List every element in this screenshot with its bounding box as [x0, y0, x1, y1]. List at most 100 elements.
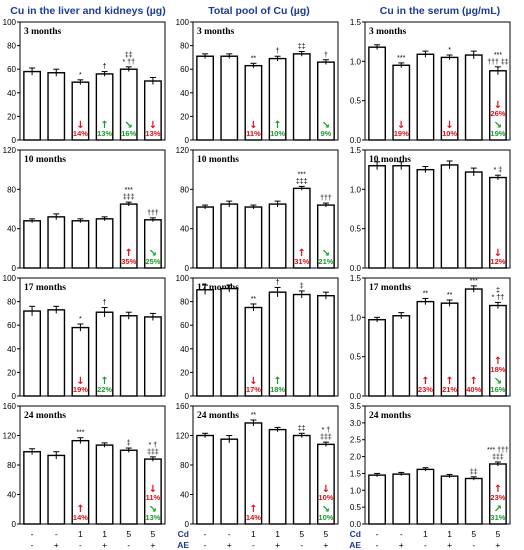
significance-marker: **: [251, 55, 257, 62]
y-tick-label: 100: [3, 18, 17, 27]
significance-marker: ***: [494, 52, 502, 59]
bar: [392, 473, 411, 525]
significance-marker: †††: [147, 210, 159, 217]
y-tick-label: 40: [7, 491, 16, 500]
change-arrow-icon: ↓: [249, 376, 257, 387]
panel-label: 3 months: [24, 27, 62, 37]
x-category-value: +: [102, 540, 107, 550]
panel-c2-r3: 0.00.51.01.52.02.53.03.524 months‡‡‡‡‡**…: [350, 402, 511, 529]
bar: [292, 293, 311, 397]
panel-label: 10 months: [197, 155, 239, 165]
x-category-value: +: [447, 540, 452, 550]
y-tick-label: 80: [7, 298, 16, 307]
y-tick-label: 1.0: [350, 486, 362, 495]
panel-label: 3 months: [197, 27, 235, 37]
bar: [143, 316, 162, 397]
change-percent: 17%: [246, 385, 261, 394]
x-row-name: AE: [177, 540, 189, 550]
change-arrow-icon: ↓: [397, 120, 405, 131]
x-category-value: 1: [78, 529, 83, 539]
bar: [95, 218, 114, 269]
change-arrow-icon: ↑: [298, 248, 306, 259]
y-tick-label: 0: [12, 264, 17, 273]
panel-label: 17 months: [24, 283, 66, 293]
y-tick-label: 20: [7, 368, 16, 377]
bar: [47, 216, 66, 269]
y-tick-label: 0.5: [350, 503, 362, 512]
plot-frame: [364, 149, 511, 269]
significance-marker: *: [79, 72, 82, 79]
y-tick-label: 40: [180, 225, 189, 234]
plot-frame: [364, 21, 511, 141]
y-tick-label: 100: [176, 274, 190, 283]
significance-marker: * ††: [123, 59, 136, 66]
y-tick-label: 2.5: [350, 436, 362, 445]
change-percent: 26%: [490, 109, 505, 118]
significance-marker: ‡‡: [470, 469, 478, 476]
x-category-value: +: [323, 540, 328, 550]
significance-marker: * †: [149, 442, 158, 449]
y-tick-label: 120: [176, 432, 190, 441]
y-tick-label: 60: [7, 321, 16, 330]
bar: [368, 165, 387, 269]
change-percent: 21%: [318, 257, 333, 266]
plot-frame: [192, 277, 339, 397]
significance-marker: ‡‡‡: [296, 178, 308, 185]
change-percent: 9%: [320, 129, 331, 138]
panel-c2-r0: 0.00.51.01.53 months****††† ‡‡***19%↓10%…: [350, 18, 511, 145]
change-arrow-icon: ↑: [273, 120, 281, 131]
x-category-value: 1: [251, 529, 256, 539]
panel-label: 17 months: [197, 283, 239, 293]
x-category-value: -: [376, 529, 379, 539]
significance-marker: ‡‡‡: [123, 194, 135, 201]
bar: [244, 206, 263, 269]
significance-marker: †††: [320, 195, 332, 202]
y-tick-label: 80: [7, 42, 16, 51]
significance-marker: ***: [298, 171, 306, 178]
bar: [440, 475, 459, 525]
bar: [392, 315, 411, 397]
panel-c0-r1: 0 40 80 120 10 months ‡‡‡*** ††† 35%↑ 25%↘: [3, 146, 166, 273]
y-tick-label: 80: [180, 298, 189, 307]
panel-label: 24 months: [369, 411, 411, 421]
significance-marker: ‡‡‡: [320, 434, 332, 441]
significance-marker: *: [448, 47, 451, 54]
bar: [416, 468, 435, 525]
change-percent: 19%: [394, 129, 409, 138]
y-tick-label: 60: [180, 65, 189, 74]
y-tick-label: 1.0: [350, 185, 362, 194]
change-percent: 40%: [466, 385, 481, 394]
bar: [220, 203, 239, 269]
y-tick-label: 1.0: [350, 57, 362, 66]
y-tick-label: 40: [180, 89, 189, 98]
change-percent: 16%: [490, 385, 505, 394]
x-category-value: -: [204, 529, 207, 539]
plot-frame: [364, 277, 511, 397]
y-tick-label: 0: [185, 136, 190, 145]
y-tick-label: 0.0: [350, 136, 362, 145]
bar: [392, 165, 411, 269]
panel-label: 24 months: [24, 411, 66, 421]
x-category-value: -: [228, 529, 231, 539]
y-tick-label: 80: [180, 185, 189, 194]
plot-frame: [19, 277, 166, 397]
y-tick-label: 2.0: [350, 453, 362, 462]
change-percent: 14%: [73, 129, 88, 138]
y-tick-label: 100: [176, 18, 190, 27]
change-arrow-icon: ↓: [322, 484, 330, 495]
bar: [220, 55, 239, 141]
y-tick-label: 40: [7, 225, 16, 234]
x-category-value: +: [227, 540, 232, 550]
y-tick-label: 40: [7, 345, 16, 354]
y-tick-label: 1.5: [350, 18, 362, 27]
bar: [416, 53, 435, 141]
change-percent: 12%: [490, 257, 505, 266]
x-category-value: +: [275, 540, 280, 550]
x-category-value: -: [472, 540, 475, 550]
significance-marker: * †: [322, 427, 331, 434]
significance-marker: ‡‡: [298, 44, 306, 51]
y-tick-label: 40: [7, 89, 16, 98]
change-arrow-icon: ↓: [249, 120, 257, 131]
